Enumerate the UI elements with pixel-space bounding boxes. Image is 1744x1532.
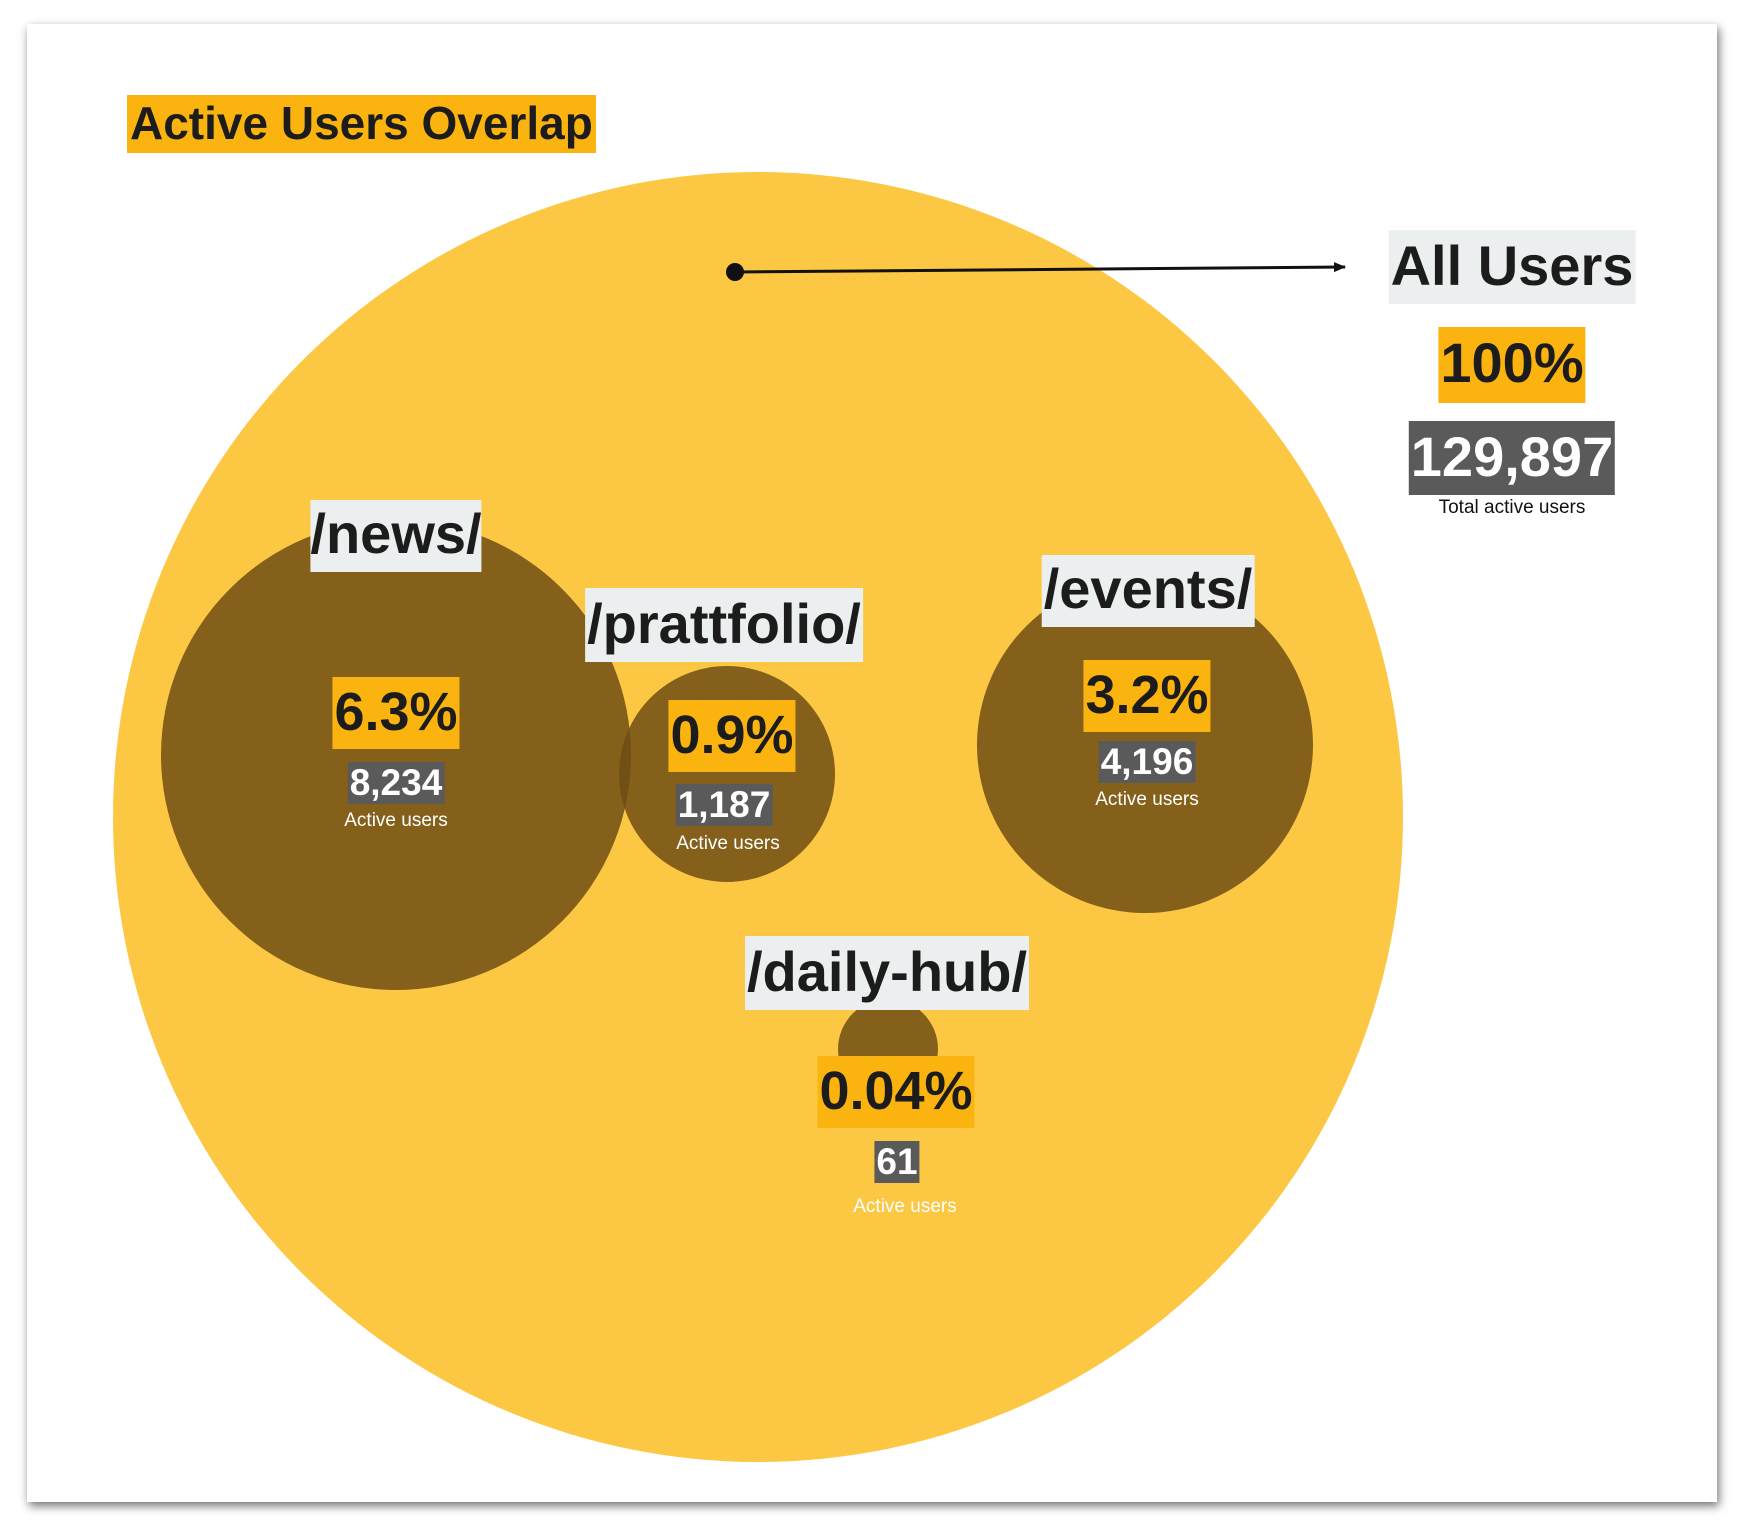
prattfolio-percent: 0.9% xyxy=(668,700,796,772)
all-users-caption: Total active users xyxy=(1438,497,1586,518)
news-label: /news/ xyxy=(310,500,482,572)
all-users-arrow xyxy=(734,262,1346,274)
diagram-title: Active Users Overlap xyxy=(127,95,596,153)
news-circle xyxy=(161,520,631,990)
news-percent: 6.3% xyxy=(332,677,460,749)
daily-hub-count: 61 xyxy=(874,1141,920,1183)
events-label: /events/ xyxy=(1041,555,1255,627)
daily-hub-label: /daily-hub/ xyxy=(745,936,1029,1010)
daily-hub-caption: Active users xyxy=(853,1196,957,1217)
prattfolio-caption: Active users xyxy=(676,833,780,854)
all-users-count: 129,897 xyxy=(1408,421,1616,495)
prattfolio-count: 1,187 xyxy=(675,784,773,826)
events-percent: 3.2% xyxy=(1083,660,1211,732)
daily-hub-percent: 0.04% xyxy=(817,1056,975,1128)
news-caption: Active users xyxy=(344,810,448,831)
events-caption: Active users xyxy=(1095,789,1199,810)
prattfolio-label: /prattfolio/ xyxy=(585,588,863,662)
all-users-percent: 100% xyxy=(1438,327,1586,403)
events-count: 4,196 xyxy=(1098,741,1196,783)
all-users-label: All Users xyxy=(1388,230,1636,304)
news-count: 8,234 xyxy=(347,762,445,804)
